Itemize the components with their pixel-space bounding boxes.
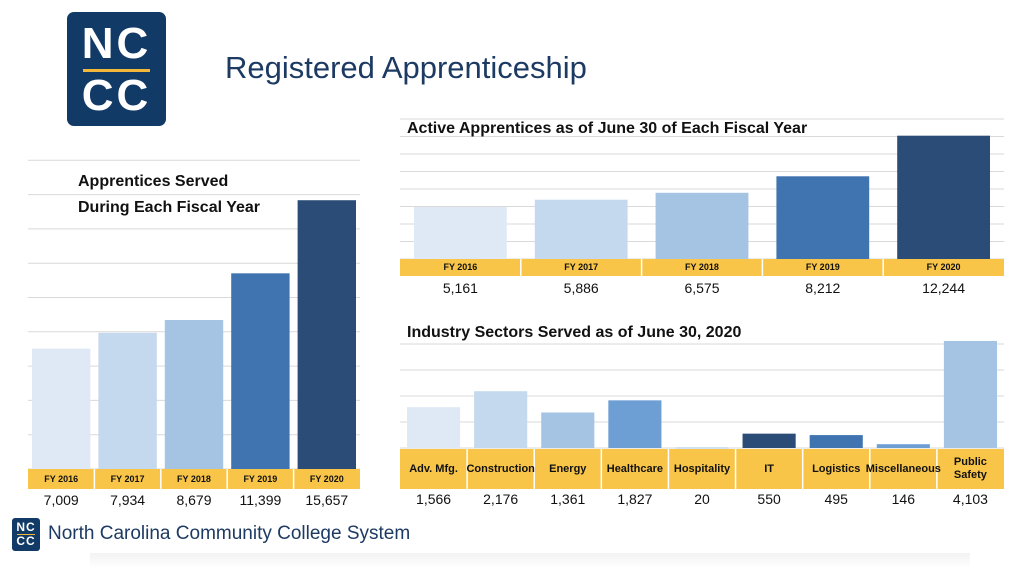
bar-construction: [474, 391, 528, 448]
bar-fy-2019: [231, 273, 290, 469]
bar-public-safety: [943, 340, 997, 448]
footer-logo-line-1: NC: [16, 520, 36, 534]
footer-logo: NC CC: [12, 518, 40, 551]
value-label: 5,161: [442, 280, 478, 296]
bar-fy-2018: [655, 192, 749, 259]
value-label: 4,103: [952, 491, 988, 507]
industry-sectors-plot: [400, 340, 1004, 489]
value-label: 15,657: [305, 492, 349, 508]
logo-line-2: CC: [81, 71, 152, 120]
category-label: FY 2019: [805, 262, 840, 273]
category-label: Adv. Mfg.: [409, 462, 458, 475]
bar-fy-2020: [897, 135, 990, 259]
value-label: 550: [757, 491, 781, 507]
value-label: 1,827: [617, 491, 653, 507]
category-label: FY 2017: [564, 262, 599, 273]
value-label: 8,212: [805, 280, 841, 296]
category-label: FY 2016: [44, 473, 79, 484]
category-label: FY 2020: [926, 262, 961, 273]
bar-fy-2020: [297, 200, 356, 469]
bar-fy-2017: [534, 199, 628, 259]
bar-hospitality: [675, 447, 729, 449]
category-label: FY 2017: [110, 473, 145, 484]
active-apprentices-chart: Active Apprentices as of June 30 of Each…: [400, 112, 1004, 307]
value-label: 11,399: [239, 492, 282, 508]
active-apprentices-plot: [400, 118, 1004, 276]
bar-adv-mfg: [407, 407, 461, 448]
apprentices-served-title-line-1: Apprentices Served: [78, 173, 229, 190]
category-label: FY 2016: [443, 262, 478, 273]
bar-logistics: [809, 435, 863, 448]
bar-fy-2019: [776, 176, 870, 259]
category-label: Construction: [466, 462, 535, 475]
category-band: [28, 469, 360, 489]
category-band: [400, 449, 1004, 489]
value-label: 8,679: [176, 492, 212, 508]
category-label: Healthcare: [606, 462, 664, 475]
footer-logo-divider: [17, 533, 35, 535]
category-label: Logistics: [812, 462, 861, 475]
category-label: FY 2018: [685, 262, 719, 273]
value-label: 1,566: [416, 491, 452, 507]
value-label: 1,361: [550, 491, 586, 507]
category-band: [400, 259, 1004, 276]
value-label: 7,934: [110, 492, 146, 508]
bar-it: [742, 433, 796, 448]
value-label: 20: [694, 491, 710, 507]
bar-fy-2016: [32, 348, 91, 469]
value-label: 12,244: [922, 280, 965, 296]
value-label: 5,886: [563, 280, 599, 296]
footer-logo-line-2: CC: [16, 534, 36, 548]
category-label: FY 2020: [309, 473, 344, 484]
category-label: IT: [764, 462, 774, 475]
category-label: FY 2018: [177, 473, 211, 484]
bar-fy-2018: [164, 320, 224, 469]
bar-energy: [541, 412, 595, 448]
footer-system-name: North Carolina Community College System: [48, 523, 411, 544]
logo-divider: [83, 69, 150, 72]
category-label: Hospitality: [673, 462, 731, 475]
value-label: 495: [824, 491, 848, 507]
bar-fy-2017: [98, 332, 157, 469]
apprentices-served-title-line-2: During Each Fiscal Year: [78, 199, 261, 216]
value-label: 2,176: [483, 491, 519, 507]
value-label: 7,009: [43, 492, 79, 508]
logo-line-1: NC: [81, 19, 152, 68]
bar-fy-2016: [414, 207, 507, 259]
category-label: FY 2019: [243, 473, 278, 484]
page-title: Registered Apprenticeship: [225, 50, 587, 85]
nccc-logo: NC CC: [67, 12, 166, 126]
category-label: Energy: [549, 462, 587, 475]
value-label: 6,575: [684, 280, 720, 296]
bar-healthcare: [608, 400, 662, 448]
active-apprentices-title: Active Apprentices as of June 30 of Each…: [407, 120, 808, 137]
value-label: 146: [891, 491, 915, 507]
bar-miscellaneous: [876, 444, 930, 448]
apprentices-served-chart: Apprentices Served During Each Fiscal Ye…: [28, 158, 360, 510]
apprentices-served-plot: [28, 159, 360, 489]
industry-sectors-chart: Industry Sectors Served as of June 30, 2…: [400, 318, 1004, 513]
bottom-shadow: [90, 553, 970, 568]
industry-sectors-title: Industry Sectors Served as of June 30, 2…: [407, 324, 742, 341]
category-label: Public Safety: [953, 456, 987, 481]
category-label: Miscellaneous: [865, 462, 941, 475]
